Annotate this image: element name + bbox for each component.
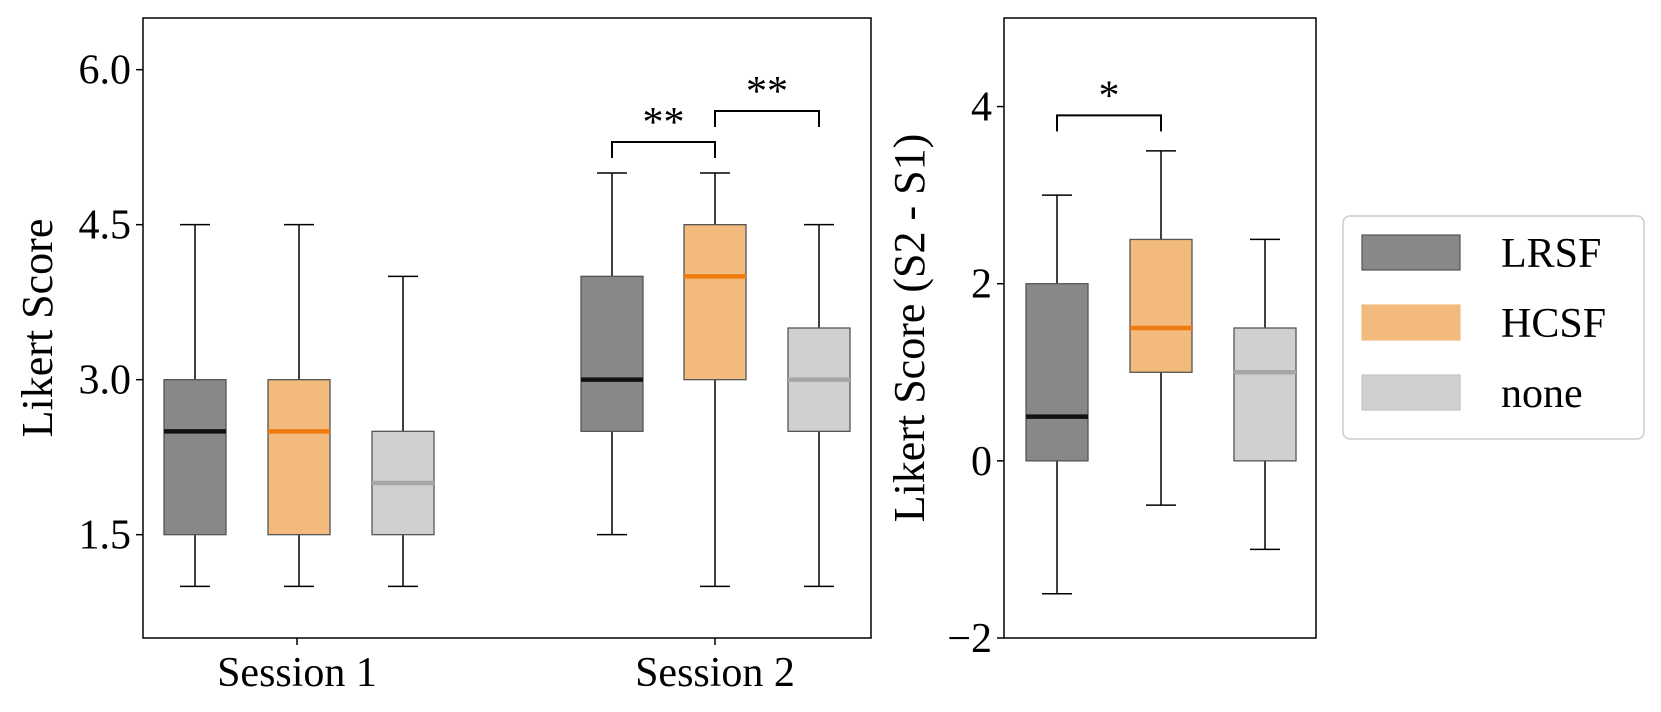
box-lrsf	[1025, 283, 1089, 462]
session-y-ticks: 1.5 3.0 4.5 6.0	[79, 48, 143, 559]
significance-label: **	[643, 100, 685, 146]
legend-swatch-hcsf	[1361, 304, 1461, 341]
difference-y-axis-label: Likert Score (S2 - S1)	[885, 134, 934, 523]
significance-label: **	[746, 69, 788, 115]
difference-scores-panel: * −2 0 2 4 Likert Score (S2 - S1)	[885, 17, 1317, 662]
session-box-group	[163, 172, 851, 588]
session-y-axis-label: Likert Score	[13, 219, 62, 438]
session-significance-group: ** **	[611, 69, 820, 158]
legend-swatch-lrsf	[1361, 234, 1461, 271]
box-lrsf	[163, 379, 227, 536]
significance-label: *	[1099, 73, 1120, 119]
session-plot-frame	[142, 17, 872, 639]
y-tick-label: 2	[971, 262, 992, 308]
y-tick-label: 6.0	[79, 48, 132, 94]
y-tick-label: 1.5	[79, 513, 132, 559]
difference-y-ticks: −2 0 2 4	[947, 85, 1004, 662]
session-x-ticks: Session 1 Session 2	[217, 638, 795, 696]
legend-label-none: none	[1501, 371, 1583, 417]
difference-plot-frame	[1003, 17, 1317, 639]
y-tick-label: 0	[971, 439, 992, 485]
y-tick-label: 3.0	[79, 358, 132, 404]
x-tick-label-session-2: Session 2	[635, 650, 795, 696]
legend: LRSF HCSF none	[1342, 215, 1645, 440]
legend-label-lrsf: LRSF	[1501, 231, 1601, 277]
difference-significance-group: *	[1056, 73, 1162, 132]
significance-bracket	[1056, 114, 1162, 132]
box-none	[1233, 327, 1297, 462]
box-hcsf	[267, 379, 331, 536]
box-lrsf	[580, 275, 644, 432]
session-scores-panel: ** ** 1.5 3.0 4.5 6.0 Session 1 Session 2 Li…	[13, 17, 872, 696]
legend-swatch-none	[1361, 374, 1461, 411]
significance-bracket	[714, 110, 820, 127]
significance-bracket	[611, 141, 716, 158]
y-tick-label: −2	[947, 616, 992, 662]
x-tick-label-session-1: Session 1	[217, 650, 377, 696]
box-hcsf	[683, 224, 747, 381]
box-hcsf	[1129, 238, 1193, 373]
y-tick-label: 4.5	[79, 203, 132, 249]
difference-box-group	[1025, 150, 1297, 595]
legend-label-hcsf: HCSF	[1501, 301, 1606, 347]
y-tick-label: 4	[971, 85, 992, 131]
